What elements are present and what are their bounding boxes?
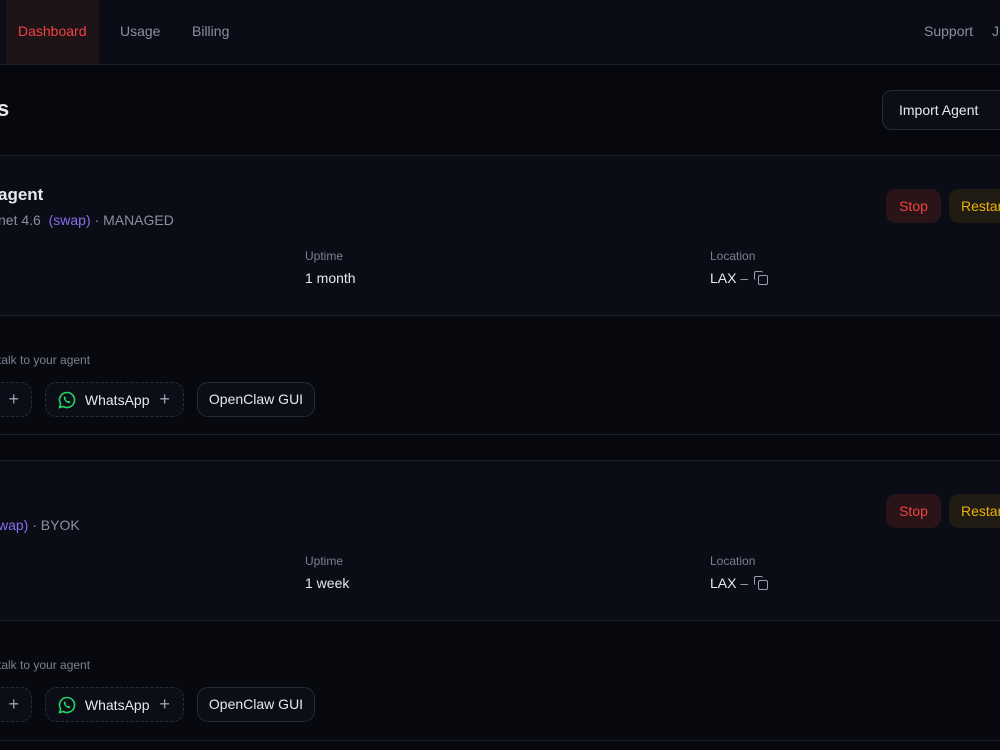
- add-channel-button[interactable]: +: [0, 687, 32, 722]
- plan: · BYOK: [32, 517, 80, 533]
- top-nav: Dashboard Usage Billing Support J: [0, 0, 1000, 65]
- import-agent-button[interactable]: Import Agent: [882, 90, 1000, 130]
- nav-billing[interactable]: Billing: [192, 23, 230, 39]
- page-title: s: [0, 96, 10, 121]
- swap-link[interactable]: (swap): [48, 212, 91, 228]
- copy-icon[interactable]: [754, 576, 769, 590]
- location-code: LAX: [710, 270, 737, 286]
- plus-icon: +: [8, 389, 19, 409]
- whatsapp-button[interactable]: WhatsApp +: [45, 382, 184, 417]
- divider: [0, 434, 1000, 435]
- channels-hint: talk to your agent: [0, 658, 91, 672]
- add-channel-button[interactable]: +: [0, 382, 32, 417]
- agent-model: net 4.6 (swap) · MANAGED: [0, 212, 174, 228]
- divider: [0, 740, 1000, 741]
- nav-dashboard[interactable]: Dashboard: [6, 0, 99, 64]
- uptime-value: 1 week: [305, 575, 350, 591]
- location-label: Location: [710, 249, 756, 263]
- channels-section: talk to your agent + WhatsApp + OpenClaw…: [0, 316, 1000, 436]
- restart-button[interactable]: Restar: [949, 189, 1000, 223]
- nav-support[interactable]: Support: [924, 23, 974, 39]
- location-label: Location: [710, 554, 756, 568]
- stop-button[interactable]: Stop: [886, 189, 941, 223]
- swap-link[interactable]: wap): [0, 517, 29, 533]
- agent-card: wap) · BYOK Stop Restar Uptime 1 week Lo…: [0, 461, 1000, 621]
- plus-icon: +: [159, 694, 170, 714]
- uptime-label: Uptime: [305, 249, 344, 263]
- plan: · MANAGED: [94, 212, 174, 228]
- agent-model: wap) · BYOK: [0, 517, 80, 533]
- channels-hint: talk to your agent: [0, 353, 91, 367]
- whatsapp-icon: [58, 696, 76, 714]
- restart-button[interactable]: Restar: [949, 494, 1000, 528]
- divider: [0, 315, 1000, 316]
- plus-icon: +: [8, 694, 19, 714]
- openclaw-gui-button[interactable]: OpenClaw GUI: [197, 382, 315, 417]
- uptime-value: 1 month: [305, 270, 356, 286]
- copy-icon[interactable]: [754, 271, 769, 285]
- agent-card: agent net 4.6 (swap) · MANAGED Stop Rest…: [0, 156, 1000, 316]
- location-sep: –: [740, 575, 749, 591]
- uptime-label: Uptime: [305, 554, 344, 568]
- plus-icon: +: [159, 389, 170, 409]
- location-value: LAX –: [710, 575, 769, 591]
- stop-button[interactable]: Stop: [886, 494, 941, 528]
- divider: [0, 460, 1000, 461]
- whatsapp-icon: [58, 391, 76, 409]
- whatsapp-label: WhatsApp: [84, 697, 150, 713]
- user-menu[interactable]: J: [992, 23, 999, 39]
- whatsapp-button[interactable]: WhatsApp +: [45, 687, 184, 722]
- divider: [0, 620, 1000, 621]
- divider: [0, 155, 1000, 156]
- location-code: LAX: [710, 575, 737, 591]
- openclaw-gui-button[interactable]: OpenClaw GUI: [197, 687, 315, 722]
- nav-usage[interactable]: Usage: [120, 23, 161, 39]
- location-sep: –: [740, 270, 749, 286]
- agent-name: agent: [0, 185, 44, 204]
- location-value: LAX –: [710, 270, 769, 286]
- model-name: net 4.6: [0, 212, 41, 228]
- channels-section: talk to your agent + WhatsApp + OpenClaw…: [0, 621, 1000, 741]
- whatsapp-label: WhatsApp: [84, 392, 150, 408]
